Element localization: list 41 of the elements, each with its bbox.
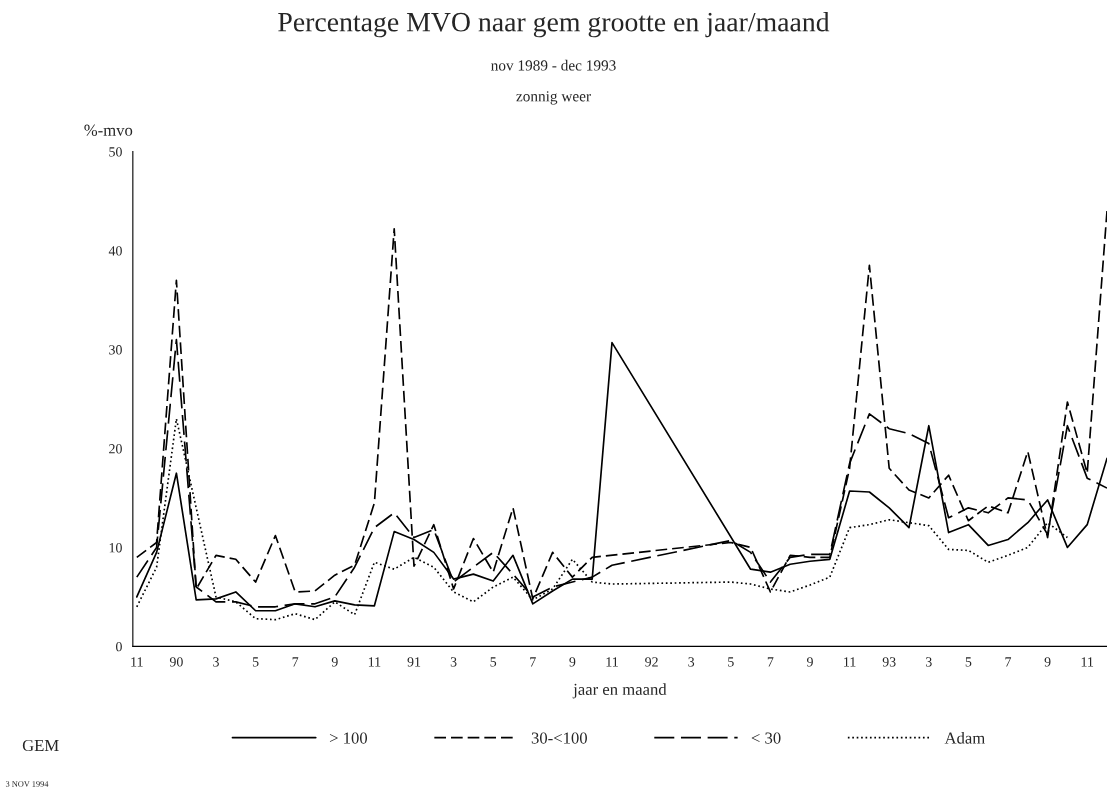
x-tick-label: 5	[728, 657, 734, 667]
legend-label: < 30	[751, 732, 781, 744]
text: 3 NOV 1994	[5, 781, 49, 787]
x-tick-label: 11	[1081, 657, 1094, 667]
x-tick-label: 7	[292, 657, 299, 667]
x-tick-label: 3	[925, 657, 932, 667]
x-tick-label: 9	[331, 657, 338, 667]
x-tick-label: 3	[450, 657, 457, 667]
text: nov 1989 - dec 1993 zonnig weer	[491, 59, 616, 105]
legend-label: 30-<100	[531, 732, 587, 744]
y-tick-label: 40	[108, 246, 122, 256]
x-tick-label: 9	[569, 657, 576, 667]
x-tick-label: 5	[965, 657, 972, 667]
x-tick-label: 11	[844, 657, 856, 667]
x-axis-title: jaar en maand	[572, 683, 667, 699]
x-tick-label: 91	[407, 657, 421, 667]
y-tick-label: 0	[116, 641, 122, 652]
x-tick-label: 5	[490, 657, 497, 667]
y-tick-label: 20	[109, 444, 122, 454]
y-tick-label: 50	[109, 147, 122, 157]
x-tick-label: 5	[252, 657, 259, 667]
x-tick-label: 9	[1044, 657, 1051, 667]
legend-label: > 100	[329, 732, 368, 744]
x-tick-label: 3	[688, 657, 695, 667]
x-tick-label: 7	[767, 657, 774, 667]
x-tick-label: 9	[806, 657, 813, 667]
x-tick-label: 3	[213, 657, 219, 667]
x-tick-label: 90	[169, 657, 183, 667]
x-tick-label: 7	[1005, 657, 1012, 667]
chart-title: Percentage MVO naar gem grootte en jaar/maand	[278, 11, 830, 38]
y-axis-title: %-mvo	[84, 124, 133, 136]
x-tick-label: 7	[530, 657, 536, 667]
legend-label: Adam	[944, 731, 985, 744]
x-tick-label: 11	[368, 657, 381, 667]
y-tick-label: 10	[109, 543, 122, 553]
legend-title: GEM	[22, 739, 59, 752]
x-tick-label: 92	[645, 657, 658, 667]
x-tick-label: 93	[882, 657, 896, 667]
x-tick-label: 11	[606, 657, 618, 667]
x-tick-label: 11	[131, 657, 143, 667]
y-tick-label: 30	[109, 345, 122, 355]
